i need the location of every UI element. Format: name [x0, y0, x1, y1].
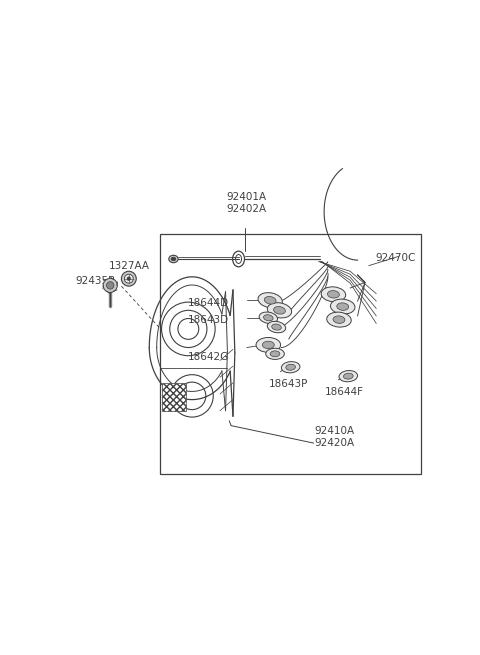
Text: 18644F: 18644F	[325, 386, 364, 396]
Ellipse shape	[321, 287, 346, 302]
Text: 18643P: 18643P	[269, 379, 309, 389]
Ellipse shape	[337, 303, 348, 310]
Text: 92470C: 92470C	[375, 253, 415, 263]
Ellipse shape	[281, 362, 300, 373]
Ellipse shape	[272, 324, 281, 330]
Ellipse shape	[267, 322, 286, 333]
Ellipse shape	[263, 341, 274, 348]
Text: 1327AA: 1327AA	[108, 261, 149, 271]
Bar	[160, 234, 421, 474]
Circle shape	[107, 282, 114, 289]
Text: 18643D: 18643D	[188, 314, 229, 325]
Text: 18644D: 18644D	[188, 298, 229, 308]
Ellipse shape	[266, 348, 284, 360]
Bar	[162, 383, 186, 411]
Ellipse shape	[259, 312, 277, 324]
Ellipse shape	[264, 314, 273, 321]
Ellipse shape	[330, 299, 355, 314]
Text: 92410A
92420A: 92410A 92420A	[315, 426, 355, 448]
Text: 92401A
92402A: 92401A 92402A	[226, 192, 266, 214]
Circle shape	[124, 274, 133, 283]
Circle shape	[103, 278, 117, 293]
Ellipse shape	[339, 371, 358, 382]
Ellipse shape	[256, 337, 281, 352]
Ellipse shape	[274, 307, 286, 314]
Ellipse shape	[264, 297, 276, 304]
Ellipse shape	[270, 351, 280, 357]
Circle shape	[121, 271, 136, 286]
Ellipse shape	[171, 257, 176, 261]
Ellipse shape	[344, 373, 353, 379]
Ellipse shape	[333, 316, 345, 324]
Circle shape	[127, 277, 131, 280]
Ellipse shape	[327, 312, 351, 327]
Ellipse shape	[327, 291, 339, 298]
Ellipse shape	[258, 293, 282, 308]
Ellipse shape	[267, 303, 292, 318]
Text: 18642G: 18642G	[188, 352, 229, 362]
Ellipse shape	[169, 255, 178, 263]
Text: 92435B: 92435B	[75, 276, 116, 286]
Ellipse shape	[286, 364, 296, 370]
